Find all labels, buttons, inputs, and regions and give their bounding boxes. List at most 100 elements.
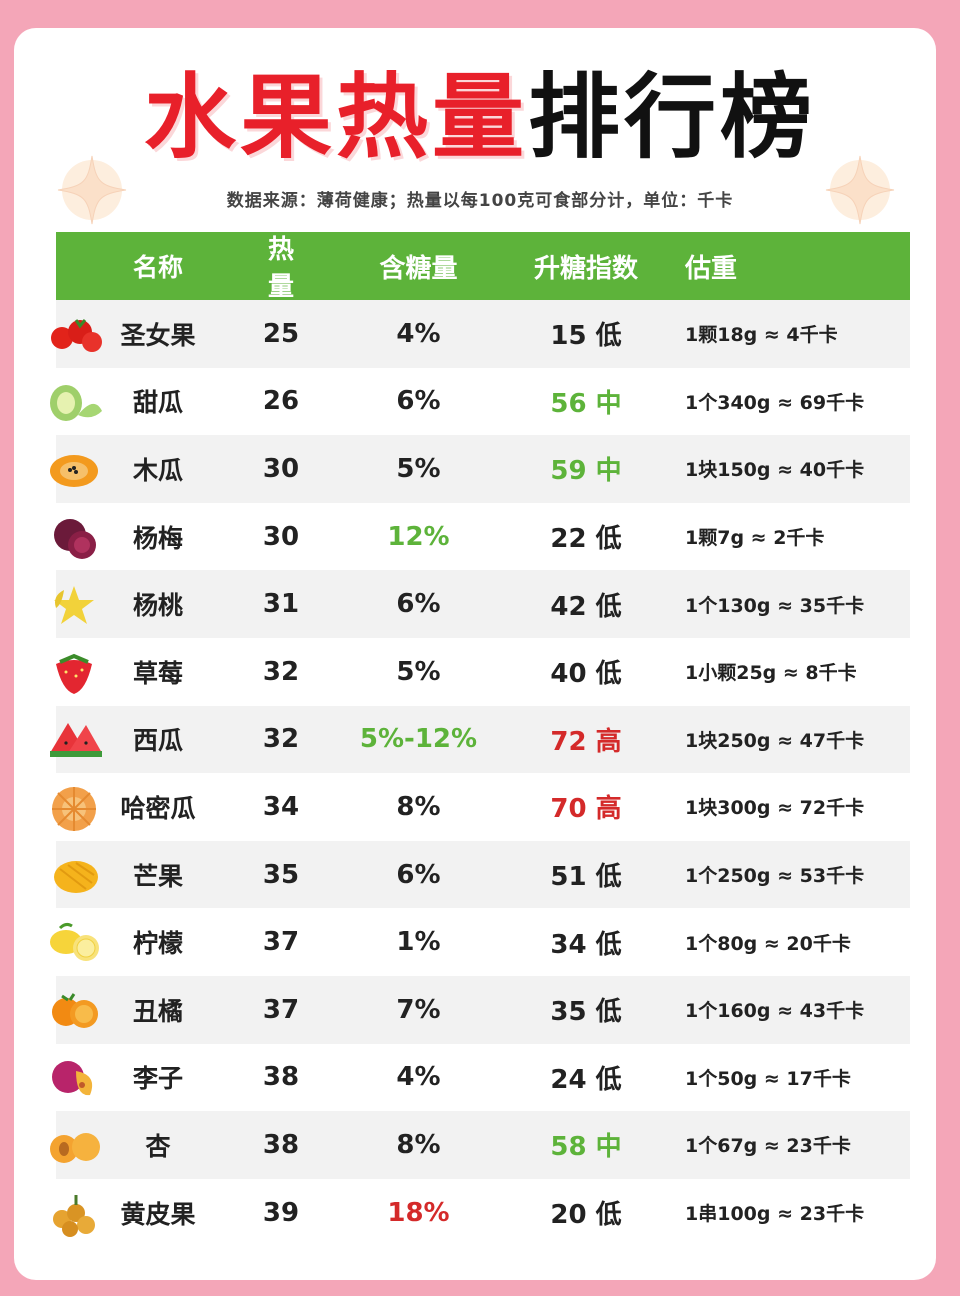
fruit-sugar: 7% xyxy=(396,994,441,1025)
fruit-sugar: 5% xyxy=(396,453,441,484)
fruit-weight: 1小颗25g ≈ 8千卡 xyxy=(685,662,857,685)
fruit-calories: 39 xyxy=(262,1197,300,1228)
fruit-calories: 37 xyxy=(262,927,300,958)
fruit-name: 黄皮果 xyxy=(120,1199,196,1229)
mango-icon xyxy=(54,860,98,893)
table-row: 丑橘 37 7% 35 低 1个160g ≈ 43千卡 xyxy=(52,975,910,1044)
fruit-name: 杏 xyxy=(145,1131,171,1161)
plum-icon xyxy=(52,1061,93,1096)
fruit-sugar: 18% xyxy=(387,1197,450,1228)
fruit-name: 木瓜 xyxy=(132,455,183,485)
fruit-sugar: 5% xyxy=(396,656,441,687)
fruit-sugar: 6% xyxy=(396,589,441,620)
calorie-table: 名称 热量 含糖量 升糖指数 估重 圣女果 25 4% 15 低 1颗18g ≈ 4千卡… xyxy=(50,232,910,1247)
fruit-gi: 42 低 xyxy=(550,591,622,622)
fruit-weight: 1块250g ≈ 47千卡 xyxy=(685,729,865,752)
fruit-calories: 37 xyxy=(262,994,300,1025)
fruit-gi: 70 高 xyxy=(550,794,622,825)
strawberry-icon xyxy=(56,653,92,694)
fruit-calories: 32 xyxy=(262,724,300,755)
table-row: 哈密瓜 34 8% 70 高 1块300g ≈ 72千卡 xyxy=(52,773,910,841)
fruit-gi: 56 中 xyxy=(550,388,622,419)
fruit-calories: 25 xyxy=(262,318,300,349)
fruit-name: 杨桃 xyxy=(132,591,183,621)
fruit-sugar: 4% xyxy=(396,318,441,349)
data-source-note: 数据来源：薄荷健康；热量以每100克可食部分计，单位：千卡 xyxy=(226,191,734,211)
table-row: 杨梅 30 12% 22 低 1颗7g ≈ 2千卡 xyxy=(54,503,910,571)
hami-melon-icon xyxy=(52,786,96,831)
fruit-name: 李子 xyxy=(132,1064,183,1094)
fruit-sugar: 1% xyxy=(396,927,441,958)
orange-icon xyxy=(52,992,98,1028)
fruit-sugar: 8% xyxy=(396,1129,441,1160)
fruit-weight: 1个67g ≈ 23千卡 xyxy=(685,1135,851,1158)
table-row: 柠檬 37 1% 34 低 1个80g ≈ 20千卡 xyxy=(50,908,910,976)
fruit-calories: 35 xyxy=(262,859,300,890)
sparkle-right-icon xyxy=(825,155,895,225)
fruit-name: 芒果 xyxy=(132,861,183,891)
table-row: 杏 38 8% 58 中 1个67g ≈ 23千卡 xyxy=(50,1111,910,1179)
fruit-calories: 30 xyxy=(262,453,300,484)
fruit-calories: 32 xyxy=(262,656,300,687)
table-row: 杨桃 31 6% 42 低 1个130g ≈ 35千卡 xyxy=(54,570,910,638)
fruit-name: 杨梅 xyxy=(132,523,183,553)
fruit-calories: 38 xyxy=(262,1062,300,1093)
fruit-gi: 51 低 xyxy=(550,862,622,893)
table-body: 圣女果 25 4% 15 低 1颗18g ≈ 4千卡甜瓜 26 6% 56 中 1个340g ≈… xyxy=(50,300,910,1247)
fruit-sugar: 6% xyxy=(396,386,441,417)
fruit-sugar: 8% xyxy=(396,791,441,822)
fruit-gi: 15 低 xyxy=(550,321,622,352)
sparkle-left-icon xyxy=(57,155,127,225)
fruit-sugar: 4% xyxy=(396,1062,441,1093)
fruit-calories: 38 xyxy=(262,1129,300,1160)
table-row: 芒果 35 6% 51 低 1个250g ≈ 53千卡 xyxy=(54,840,910,909)
fruit-sugar: 5%-12% xyxy=(359,724,478,755)
table-header: 名称 热量 含糖量 升糖指数 估重 xyxy=(56,232,910,302)
fruit-name: 草莓 xyxy=(132,658,183,688)
fruit-weight: 1个250g ≈ 53千卡 xyxy=(685,865,865,888)
fruit-calories: 31 xyxy=(262,589,300,620)
fruit-gi: 34 低 xyxy=(550,929,622,960)
bayberry-icon xyxy=(54,518,96,559)
starfruit-icon xyxy=(54,586,94,625)
table-row: 李子 38 4% 24 低 1个50g ≈ 17千卡 xyxy=(52,1044,910,1112)
fruit-name: 西瓜 xyxy=(132,726,183,756)
fruit-gi: 35 低 xyxy=(550,997,622,1028)
fruit-weight: 1串100g ≈ 23千卡 xyxy=(685,1203,865,1226)
fruit-sugar: 6% xyxy=(396,859,441,890)
table-row: 黄皮果 39 18% 20 低 1串100g ≈ 23千卡 xyxy=(53,1179,910,1247)
papaya-icon xyxy=(50,454,98,487)
fruit-sugar: 12% xyxy=(387,521,450,552)
fruit-weight: 1个50g ≈ 17千卡 xyxy=(685,1067,851,1090)
fruit-calories: 34 xyxy=(262,791,300,822)
fruit-gi: 24 低 xyxy=(550,1064,622,1095)
fruit-calories: 26 xyxy=(262,386,300,417)
fruit-name: 丑橘 xyxy=(132,996,183,1026)
page-title: 水果热量排行榜 xyxy=(0,58,960,178)
header-gi: 升糖指数 xyxy=(533,253,638,284)
melon-icon xyxy=(50,385,102,422)
header-name: 名称 xyxy=(132,253,183,282)
header-calories: 热量 xyxy=(267,235,294,302)
wampee-icon xyxy=(53,1194,95,1237)
lemon-icon xyxy=(50,923,99,962)
fruit-weight: 1块300g ≈ 72千卡 xyxy=(685,797,865,820)
fruit-name: 圣女果 xyxy=(120,320,196,350)
title-red-part: 水果热量 xyxy=(143,64,528,171)
fruit-name: 柠檬 xyxy=(132,929,183,959)
table-row: 木瓜 30 5% 59 中 1块150g ≈ 40千卡 xyxy=(50,435,910,503)
cherry-tomato-icon xyxy=(51,318,102,352)
header-weight: 估重 xyxy=(685,253,738,284)
fruit-gi: 22 低 xyxy=(550,524,622,555)
fruit-gi: 40 低 xyxy=(550,659,622,690)
fruit-weight: 1块150g ≈ 40千卡 xyxy=(685,459,865,482)
fruit-weight: 1颗7g ≈ 2千卡 xyxy=(685,527,825,550)
fruit-weight: 1颗18g ≈ 4千卡 xyxy=(685,324,838,347)
fruit-weight: 1个80g ≈ 20千卡 xyxy=(685,932,851,955)
fruit-gi: 72 高 xyxy=(550,726,622,757)
fruit-weight: 1个160g ≈ 43千卡 xyxy=(685,1000,865,1023)
table-row: 甜瓜 26 6% 56 中 1个340g ≈ 69千卡 xyxy=(50,368,910,436)
fruit-weight: 1个340g ≈ 69千卡 xyxy=(685,391,865,414)
fruit-name: 甜瓜 xyxy=(132,388,183,418)
title-black-part: 排行榜 xyxy=(528,64,817,171)
